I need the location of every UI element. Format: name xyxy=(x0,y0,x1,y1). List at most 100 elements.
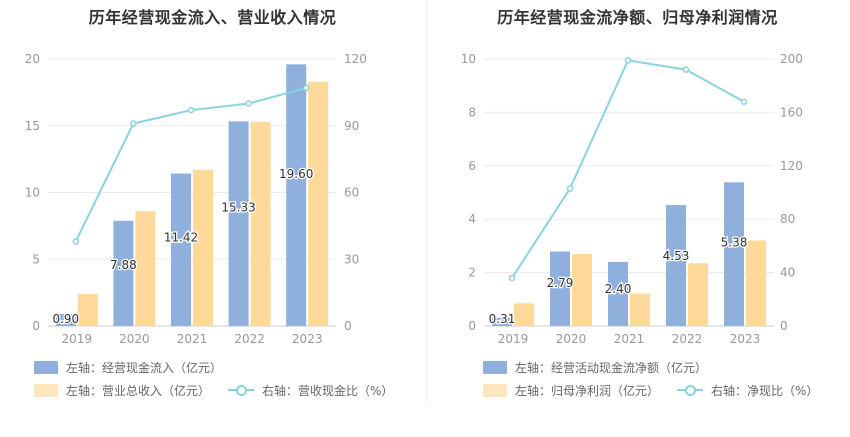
legend-swatch-bar-secondary xyxy=(483,383,507,397)
bar-primary xyxy=(286,64,307,326)
legend-label: 左轴：归母净利润（亿元） xyxy=(515,383,660,398)
x-tick-label: 2019 xyxy=(498,332,529,346)
x-tick-label: 2020 xyxy=(556,332,587,346)
legend-item-cash-ratio[interactable]: 右轴：营收现金比（%） xyxy=(228,382,393,399)
x-tick-label: 2023 xyxy=(730,332,761,346)
bar-data-label: 7.88 xyxy=(110,258,137,272)
line-point xyxy=(682,66,690,73)
bar-primary xyxy=(113,220,134,326)
line-point xyxy=(508,274,516,282)
bar-data-label: 19.60 xyxy=(279,167,313,181)
chart-panel-right: 历年经营现金流净额、归母净利润情况 0 2 4 6 8 10 0 40 80 120 160 200 2… xyxy=(425,0,850,437)
bar-primary xyxy=(550,251,570,326)
legend-row-2-right: 左轴：归母净利润（亿元） 右轴：净现比（%） xyxy=(483,382,836,398)
legend-swatch-bar-primary xyxy=(483,360,507,374)
line-point xyxy=(245,100,252,107)
line-point xyxy=(566,185,574,192)
legend-item-net-cash-ratio[interactable]: 右轴：净现比（%） xyxy=(677,382,818,399)
y-tick-label-right: 120 xyxy=(344,52,367,66)
bar-secondary xyxy=(193,169,213,326)
legend-item-cash-inflow[interactable]: 左轴：经营现金流入（亿元） xyxy=(34,359,222,376)
line-point xyxy=(130,120,137,127)
legend-line-marker xyxy=(228,383,255,397)
chart-title-right: 历年经营现金流净额、归母净利润情况 xyxy=(497,8,778,27)
y-tick-label-left: 6 xyxy=(468,159,476,173)
line-point xyxy=(72,238,80,245)
bar-primary xyxy=(228,121,249,326)
legend-item-net-cash-flow[interactable]: 左轴：经营活动现金流净额（亿元） xyxy=(483,359,707,376)
legend-item-net-profit[interactable]: 左轴：归母净利润（亿元） xyxy=(483,382,659,399)
bar-secondary xyxy=(630,293,650,326)
legend-line-marker xyxy=(677,383,704,397)
bar-secondary xyxy=(250,121,271,327)
bar-secondary xyxy=(746,240,766,326)
bar-primary xyxy=(666,205,686,326)
line-point xyxy=(624,57,632,64)
y-tick-label-left: 0 xyxy=(468,319,476,333)
y-tick-label-right: 120 xyxy=(780,159,803,173)
bar-data-label: 15.33 xyxy=(221,200,255,214)
bar-primary xyxy=(608,261,628,326)
chart-title-left: 历年经营现金流入、营业收入情况 xyxy=(88,8,337,27)
y-tick-label-left: 5 xyxy=(32,252,40,266)
y-tick-label-right: 60 xyxy=(344,186,359,200)
y-tick-label-left: 10 xyxy=(25,186,40,200)
legend-item-revenue[interactable]: 左轴：营业总收入（亿元） xyxy=(34,382,210,399)
y-tick-label-right: 160 xyxy=(780,105,803,119)
y-tick-label-left: 4 xyxy=(468,212,476,226)
y-tick-label-left: 20 xyxy=(25,52,40,66)
x-tick-label: 2022 xyxy=(672,332,703,346)
bar-secondary xyxy=(308,81,329,326)
line-point xyxy=(187,106,195,114)
bar-primary xyxy=(55,313,76,326)
line-point xyxy=(740,98,748,105)
legend-label: 右轴：净现比（%） xyxy=(711,383,819,398)
chart-panel-left: 历年经营现金流入、营业收入情况 0 5 10 15 20 0 30 60 90 120 2019 20… xyxy=(25,8,411,398)
bar-secondary xyxy=(572,253,592,326)
x-tick-label: 2022 xyxy=(234,332,265,346)
bar-primary xyxy=(492,317,512,326)
y-tick-label-left: 2 xyxy=(468,266,476,280)
bar-data-label: 2.40 xyxy=(605,282,632,296)
y-tick-label-right: 30 xyxy=(344,252,359,266)
bar-secondary xyxy=(77,293,98,326)
bar-data-label: 0.90 xyxy=(52,312,79,326)
x-tick-label: 2020 xyxy=(119,332,150,346)
chart-svg-left: 0 5 10 15 20 0 30 60 90 120 2019 2020 2021 2022 2023 0.… xyxy=(25,52,367,346)
legend-label: 左轴：经营活动现金流净额（亿元） xyxy=(515,360,708,375)
y-tick-label-right: 0 xyxy=(344,319,352,333)
bar-data-label: 5.38 xyxy=(721,236,748,250)
bar-secondary xyxy=(688,263,708,326)
y-tick-label-right: 0 xyxy=(780,319,788,333)
bar-data-label: 0.31 xyxy=(489,312,516,326)
panel-divider xyxy=(426,0,427,405)
bar-secondary xyxy=(135,211,156,326)
y-tick-label-left: 10 xyxy=(461,52,476,66)
y-tick-label-right: 40 xyxy=(780,266,795,280)
line-point xyxy=(302,84,310,92)
y-tick-label-right: 90 xyxy=(344,119,359,133)
bar-secondary xyxy=(514,303,534,326)
legend-row-1-left: 左轴：经营现金流入（亿元） xyxy=(34,359,240,375)
y-tick-label-right: 200 xyxy=(780,52,803,66)
legend-row-1-right: 左轴：经营活动现金流净额（亿元） xyxy=(483,359,725,375)
chart-svg-right: 0 2 4 6 8 10 0 40 80 120 160 200 2019 2020 2021 2022 202… xyxy=(461,52,803,346)
bar-data-label: 4.53 xyxy=(663,249,690,263)
bar-data-label: 11.42 xyxy=(164,231,198,245)
x-tick-label: 2019 xyxy=(62,332,93,346)
x-tick-label: 2021 xyxy=(614,332,645,346)
legend-label: 右轴：营收现金比（%） xyxy=(262,383,394,398)
x-tick-label: 2021 xyxy=(177,332,208,346)
y-tick-label-left: 0 xyxy=(32,319,40,333)
legend-label: 左轴：营业总收入（亿元） xyxy=(66,383,211,398)
y-tick-label-right: 80 xyxy=(780,212,795,226)
bar-primary xyxy=(171,173,191,326)
legend-swatch-bar-secondary xyxy=(34,383,58,397)
legend-swatch-bar-primary xyxy=(34,360,58,374)
legend-label: 左轴：经营现金流入（亿元） xyxy=(66,360,223,375)
x-tick-label: 2023 xyxy=(292,332,323,346)
legend-row-2-left: 左轴：营业总收入（亿元） 右轴：营收现金比（%） xyxy=(34,382,411,398)
bar-data-label: 2.79 xyxy=(547,276,574,290)
y-tick-label-left: 8 xyxy=(468,105,476,119)
bar-primary xyxy=(724,182,744,326)
